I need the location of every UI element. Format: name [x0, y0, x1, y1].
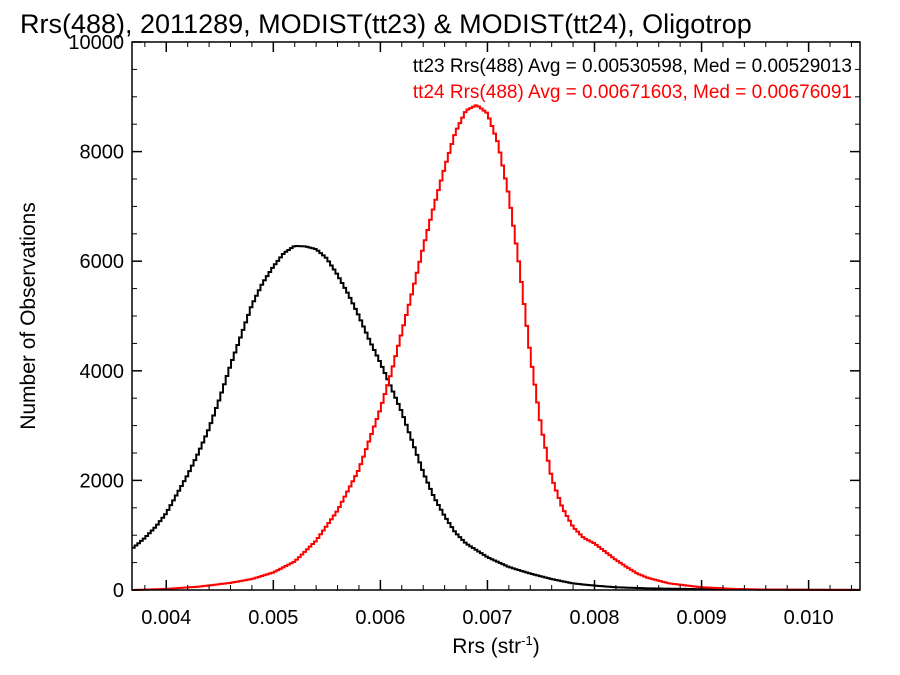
ticks-layer: 0.004 0.005 0.006 0.007 0.008 0.009 0.010 0 2000…: [68, 32, 860, 629]
x-axis-label-end: ): [533, 635, 540, 658]
series-line-tt23: [132, 244, 860, 591]
x-tick-label: 0.005: [248, 607, 298, 629]
plot-frame: [131, 41, 861, 591]
x-axis-label-main: Rrs (str: [452, 635, 521, 658]
chart-title: Rrs(488), 2011289, MODIST(tt23) & MODIST…: [20, 9, 752, 39]
annotation-tt24: tt24 Rrs(488) Avg = 0.00671603, Med = 0.…: [413, 82, 852, 103]
y-tick-label: 6000: [80, 251, 125, 273]
series-layer: [132, 104, 860, 591]
x-axis-label: Rrs (str-1): [452, 633, 539, 658]
x-tick-label: 0.007: [462, 607, 512, 629]
x-tick-label: 0.010: [784, 607, 834, 629]
y-tick-label: 2000: [80, 470, 125, 492]
x-tick-label: 0.009: [677, 607, 727, 629]
annotation-tt23: tt23 Rrs(488) Avg = 0.00530598, Med = 0.…: [413, 56, 852, 77]
y-tick-label: 0: [113, 580, 124, 602]
y-tick-label: 10000: [68, 32, 124, 54]
y-axis-label: Number of Observations: [17, 202, 40, 430]
x-tick-label: 0.006: [355, 607, 405, 629]
y-tick-label: 8000: [80, 142, 125, 164]
x-tick-label: 0.004: [141, 607, 191, 629]
y-tick-label: 4000: [80, 361, 125, 383]
x-axis-label-superscript: -1: [521, 633, 533, 648]
series-line-tt24: [132, 104, 860, 591]
x-tick-label: 0.008: [569, 607, 619, 629]
